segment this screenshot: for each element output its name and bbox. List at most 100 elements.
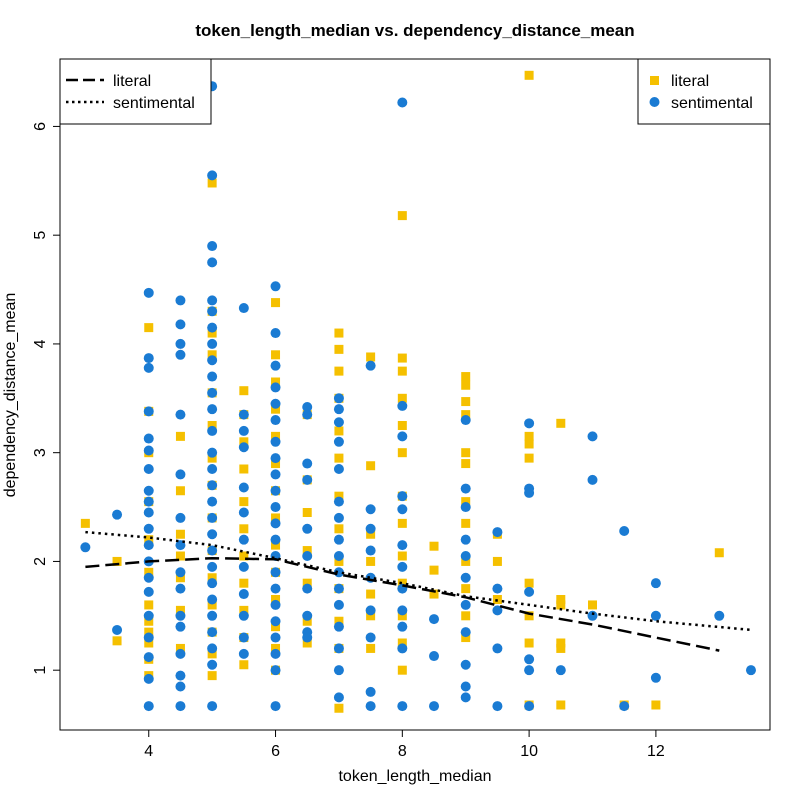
sentimental-point bbox=[238, 482, 249, 493]
x-axis-label: token_length_median bbox=[338, 768, 491, 785]
sentimental-point bbox=[270, 415, 281, 426]
literal-point bbox=[271, 350, 281, 360]
sentimental-point bbox=[207, 322, 218, 333]
literal-point bbox=[239, 497, 249, 507]
sentimental-point bbox=[270, 328, 281, 339]
sentimental-point bbox=[460, 550, 471, 561]
sentimental-point bbox=[238, 589, 249, 600]
sentimental-point bbox=[460, 627, 471, 638]
sentimental-point bbox=[143, 507, 154, 518]
sentimental-point bbox=[238, 610, 249, 621]
sentimental-point bbox=[270, 469, 281, 480]
sentimental-point bbox=[524, 487, 535, 498]
literal-point bbox=[302, 578, 312, 588]
y-axis-label: dependency_distance_mean bbox=[2, 293, 19, 498]
literal-point bbox=[334, 366, 344, 376]
sentimental-point bbox=[333, 665, 344, 676]
literal-point bbox=[334, 328, 344, 338]
y-axis: 1 2 3 4 5 6 bbox=[32, 122, 61, 675]
sentimental-point bbox=[175, 567, 186, 578]
sentimental-point bbox=[207, 627, 218, 638]
sentimental-point bbox=[619, 525, 630, 536]
sentimental-point bbox=[492, 701, 503, 712]
x-tick-label: 8 bbox=[398, 743, 407, 760]
sentimental-point bbox=[270, 398, 281, 409]
points-layer bbox=[80, 70, 756, 713]
literal-point bbox=[175, 643, 185, 653]
sentimental-point bbox=[524, 418, 535, 429]
literal-point bbox=[461, 584, 471, 594]
sentimental-point bbox=[207, 512, 218, 523]
sentimental-point bbox=[365, 360, 376, 371]
sentimental-point bbox=[397, 540, 408, 551]
sentimental-point bbox=[365, 523, 376, 534]
sentimental-point bbox=[302, 474, 313, 485]
sentimental-point bbox=[143, 701, 154, 712]
sentimental-point bbox=[143, 632, 154, 643]
sentimental-point bbox=[207, 594, 218, 605]
trend-lines-layer bbox=[85, 530, 752, 652]
literal-point bbox=[271, 540, 281, 550]
trend-line-sentimental bbox=[85, 530, 752, 632]
literal-point bbox=[429, 565, 439, 575]
literal-point bbox=[461, 410, 471, 420]
sentimental-point bbox=[270, 583, 281, 594]
sentimental-point bbox=[333, 463, 344, 474]
sentimental-point bbox=[524, 586, 535, 597]
literal-point bbox=[112, 636, 122, 646]
literal-point bbox=[207, 600, 217, 610]
sentimental-point bbox=[207, 561, 218, 572]
literal-point bbox=[397, 578, 407, 588]
sentimental-point bbox=[207, 404, 218, 415]
sentimental-point bbox=[207, 295, 218, 306]
literal-point bbox=[556, 638, 566, 648]
literal-point bbox=[429, 541, 439, 551]
literal-point bbox=[492, 556, 502, 566]
y-tick-label: 1 bbox=[32, 666, 49, 675]
literal-point bbox=[556, 700, 566, 710]
sentimental-point bbox=[207, 371, 218, 382]
literal-point bbox=[397, 393, 407, 403]
sentimental-point bbox=[207, 447, 218, 458]
sentimental-point bbox=[397, 561, 408, 572]
sentimental-point bbox=[619, 701, 630, 712]
legend-points: literal sentimental bbox=[637, 58, 771, 125]
literal-point bbox=[207, 573, 217, 583]
literal-point bbox=[461, 397, 471, 407]
literal-point bbox=[302, 638, 312, 648]
literal-point bbox=[334, 616, 344, 626]
literal-point bbox=[271, 622, 281, 632]
literal-point bbox=[144, 567, 154, 577]
sentimental-point bbox=[143, 353, 154, 364]
sentimental-point bbox=[207, 496, 218, 507]
literal-point bbox=[207, 649, 217, 659]
sentimental-point bbox=[397, 643, 408, 654]
literal-point bbox=[271, 594, 281, 604]
sentimental-point bbox=[238, 409, 249, 420]
literal-point bbox=[366, 556, 376, 566]
sentimental-point bbox=[333, 417, 344, 428]
literal-point bbox=[461, 518, 471, 528]
sentimental-point bbox=[365, 701, 376, 712]
sentimental-point bbox=[207, 659, 218, 670]
sentimental-point bbox=[397, 431, 408, 442]
y-tick-label: 3 bbox=[32, 448, 49, 457]
literal-point bbox=[302, 616, 312, 626]
sentimental-point bbox=[397, 605, 408, 616]
sentimental-point bbox=[238, 507, 249, 518]
sentimental-point bbox=[397, 621, 408, 632]
x-tick-label: 12 bbox=[647, 743, 665, 760]
sentimental-point bbox=[112, 624, 123, 635]
sentimental-point bbox=[143, 523, 154, 534]
literal-point bbox=[144, 616, 154, 626]
y-tick-label: 6 bbox=[32, 122, 49, 131]
sentimental-point bbox=[333, 692, 344, 703]
literal-point bbox=[239, 524, 249, 534]
sentimental-point bbox=[175, 583, 186, 594]
literal-point bbox=[334, 344, 344, 354]
sentimental-point bbox=[270, 534, 281, 545]
x-axis: 4 6 8 10 12 bbox=[144, 729, 665, 760]
sentimental-point bbox=[207, 643, 218, 654]
literal-point bbox=[461, 380, 471, 390]
